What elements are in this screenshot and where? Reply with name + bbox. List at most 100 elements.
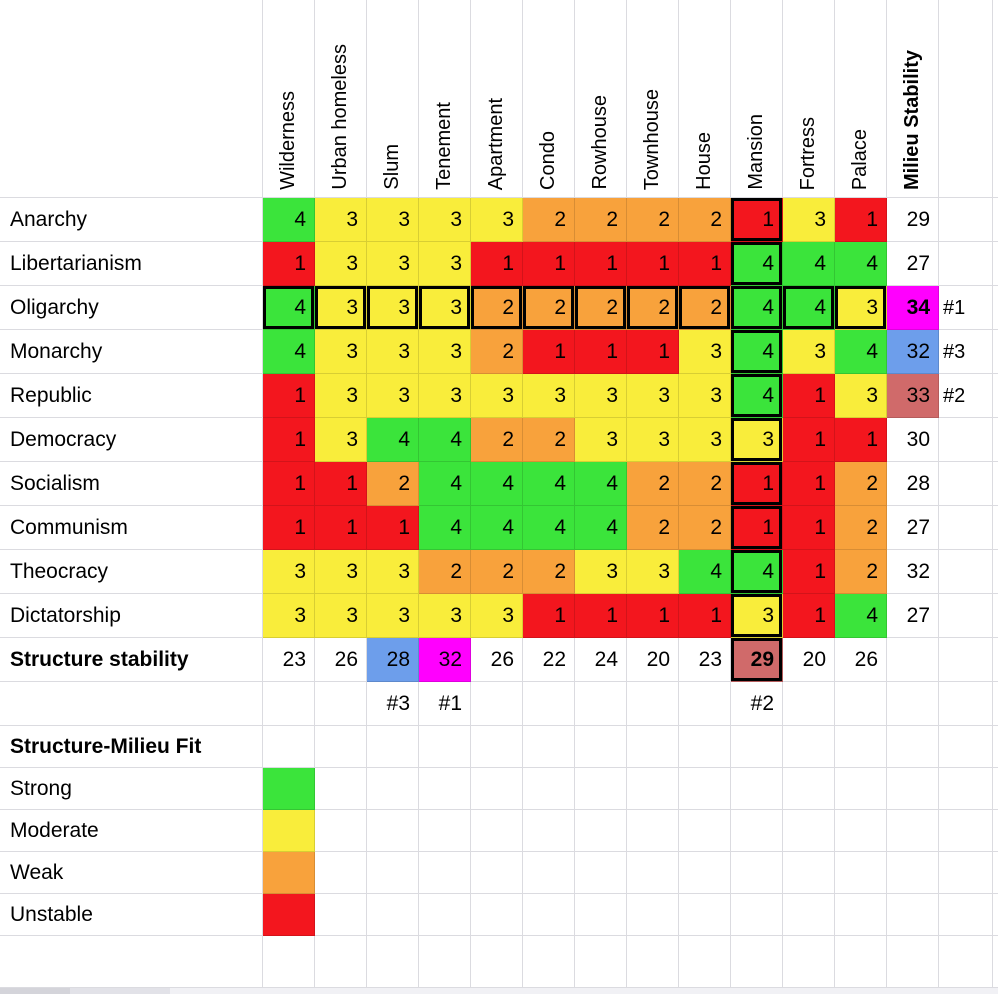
milieu-rank-label[interactable] [939, 594, 993, 638]
matrix-cell[interactable]: 1 [523, 594, 575, 638]
empty-cell[interactable] [575, 852, 627, 894]
empty-cell[interactable] [939, 726, 993, 768]
matrix-cell[interactable]: 3 [367, 330, 419, 374]
milieu-rank-label[interactable] [939, 418, 993, 462]
structure-rank-label[interactable] [263, 682, 315, 726]
milieu-rank-label[interactable] [939, 550, 993, 594]
matrix-cell[interactable]: 2 [523, 198, 575, 242]
matrix-cell[interactable]: 2 [679, 198, 731, 242]
structure-rank-label[interactable]: #1 [419, 682, 471, 726]
matrix-cell[interactable]: 4 [835, 330, 887, 374]
empty-cell[interactable] [835, 726, 887, 768]
empty-cell[interactable] [835, 810, 887, 852]
matrix-cell[interactable]: 3 [419, 198, 471, 242]
matrix-cell[interactable]: 3 [315, 198, 367, 242]
matrix-cell[interactable]: 4 [263, 330, 315, 374]
structure-total-cell[interactable]: 29 [731, 638, 783, 682]
empty-cell[interactable] [835, 936, 887, 988]
empty-cell[interactable] [0, 936, 263, 988]
empty-cell[interactable] [627, 726, 679, 768]
column-header[interactable]: Tenement [419, 0, 471, 198]
matrix-cell[interactable]: 1 [783, 506, 835, 550]
matrix-cell[interactable]: 2 [627, 462, 679, 506]
structure-total-cell[interactable]: 23 [679, 638, 731, 682]
matrix-cell[interactable]: 4 [575, 462, 627, 506]
empty-cell[interactable] [679, 726, 731, 768]
matrix-cell[interactable]: 4 [523, 506, 575, 550]
matrix-cell[interactable]: 3 [575, 550, 627, 594]
matrix-cell[interactable]: 3 [315, 286, 367, 330]
empty-cell[interactable] [939, 810, 993, 852]
empty-cell[interactable] [419, 852, 471, 894]
matrix-cell[interactable]: 3 [627, 550, 679, 594]
matrix-cell[interactable]: 1 [471, 242, 523, 286]
matrix-cell[interactable]: 1 [783, 550, 835, 594]
matrix-cell[interactable]: 3 [835, 286, 887, 330]
matrix-cell[interactable]: 2 [835, 550, 887, 594]
row-label[interactable]: Republic [0, 374, 263, 418]
milieu-total-cell[interactable]: 33 [887, 374, 939, 418]
empty-cell[interactable] [523, 852, 575, 894]
empty-cell[interactable] [887, 682, 939, 726]
matrix-cell[interactable]: 2 [679, 286, 731, 330]
empty-cell[interactable] [315, 726, 367, 768]
matrix-cell[interactable]: 1 [783, 374, 835, 418]
matrix-cell[interactable]: 2 [835, 462, 887, 506]
empty-cell[interactable] [523, 936, 575, 988]
milieu-total-cell[interactable]: 27 [887, 242, 939, 286]
matrix-cell[interactable]: 2 [627, 506, 679, 550]
matrix-cell[interactable]: 2 [471, 330, 523, 374]
matrix-cell[interactable]: 1 [731, 462, 783, 506]
milieu-total-cell[interactable]: 29 [887, 198, 939, 242]
milieu-rank-label[interactable] [939, 506, 993, 550]
empty-cell[interactable] [523, 768, 575, 810]
column-header[interactable]: Condo [523, 0, 575, 198]
matrix-cell[interactable]: 3 [835, 374, 887, 418]
structure-rank-label[interactable] [679, 682, 731, 726]
matrix-cell[interactable]: 3 [263, 594, 315, 638]
structure-total-cell[interactable]: 22 [523, 638, 575, 682]
matrix-cell[interactable]: 4 [575, 506, 627, 550]
matrix-cell[interactable]: 3 [679, 330, 731, 374]
milieu-total-cell[interactable]: 28 [887, 462, 939, 506]
empty-cell[interactable] [627, 936, 679, 988]
legend-swatch[interactable] [263, 894, 315, 936]
matrix-cell[interactable]: 4 [731, 550, 783, 594]
column-header[interactable]: Townhouse [627, 0, 679, 198]
matrix-cell[interactable]: 1 [575, 594, 627, 638]
matrix-cell[interactable]: 1 [575, 242, 627, 286]
matrix-cell[interactable]: 1 [627, 242, 679, 286]
milieu-rank-label[interactable] [939, 242, 993, 286]
empty-cell[interactable] [367, 894, 419, 936]
row-label[interactable]: Oligarchy [0, 286, 263, 330]
matrix-cell[interactable]: 4 [731, 330, 783, 374]
matrix-cell[interactable]: 3 [367, 374, 419, 418]
matrix-cell[interactable]: 3 [315, 330, 367, 374]
milieu-total-cell[interactable]: 30 [887, 418, 939, 462]
structure-total-cell[interactable]: 20 [783, 638, 835, 682]
matrix-cell[interactable]: 4 [367, 418, 419, 462]
row-label[interactable]: Dictatorship [0, 594, 263, 638]
milieu-stability-header[interactable]: Milieu Stability [887, 0, 939, 198]
matrix-cell[interactable]: 1 [315, 506, 367, 550]
matrix-cell[interactable]: 1 [523, 242, 575, 286]
empty-cell[interactable] [471, 852, 523, 894]
matrix-cell[interactable]: 2 [575, 198, 627, 242]
matrix-cell[interactable]: 1 [263, 462, 315, 506]
empty-cell[interactable] [887, 852, 939, 894]
row-label[interactable]: Anarchy [0, 198, 263, 242]
matrix-cell[interactable]: 4 [783, 286, 835, 330]
milieu-total-cell[interactable]: 27 [887, 594, 939, 638]
empty-cell[interactable] [471, 726, 523, 768]
matrix-cell[interactable]: 2 [627, 198, 679, 242]
empty-cell[interactable] [315, 810, 367, 852]
matrix-cell[interactable]: 3 [419, 242, 471, 286]
matrix-cell[interactable]: 2 [471, 286, 523, 330]
structure-rank-label[interactable] [575, 682, 627, 726]
matrix-cell[interactable]: 4 [835, 594, 887, 638]
empty-cell[interactable] [471, 936, 523, 988]
matrix-cell[interactable]: 1 [315, 462, 367, 506]
empty-cell[interactable] [575, 810, 627, 852]
structure-rank-label[interactable]: #2 [731, 682, 783, 726]
matrix-cell[interactable]: 3 [471, 594, 523, 638]
